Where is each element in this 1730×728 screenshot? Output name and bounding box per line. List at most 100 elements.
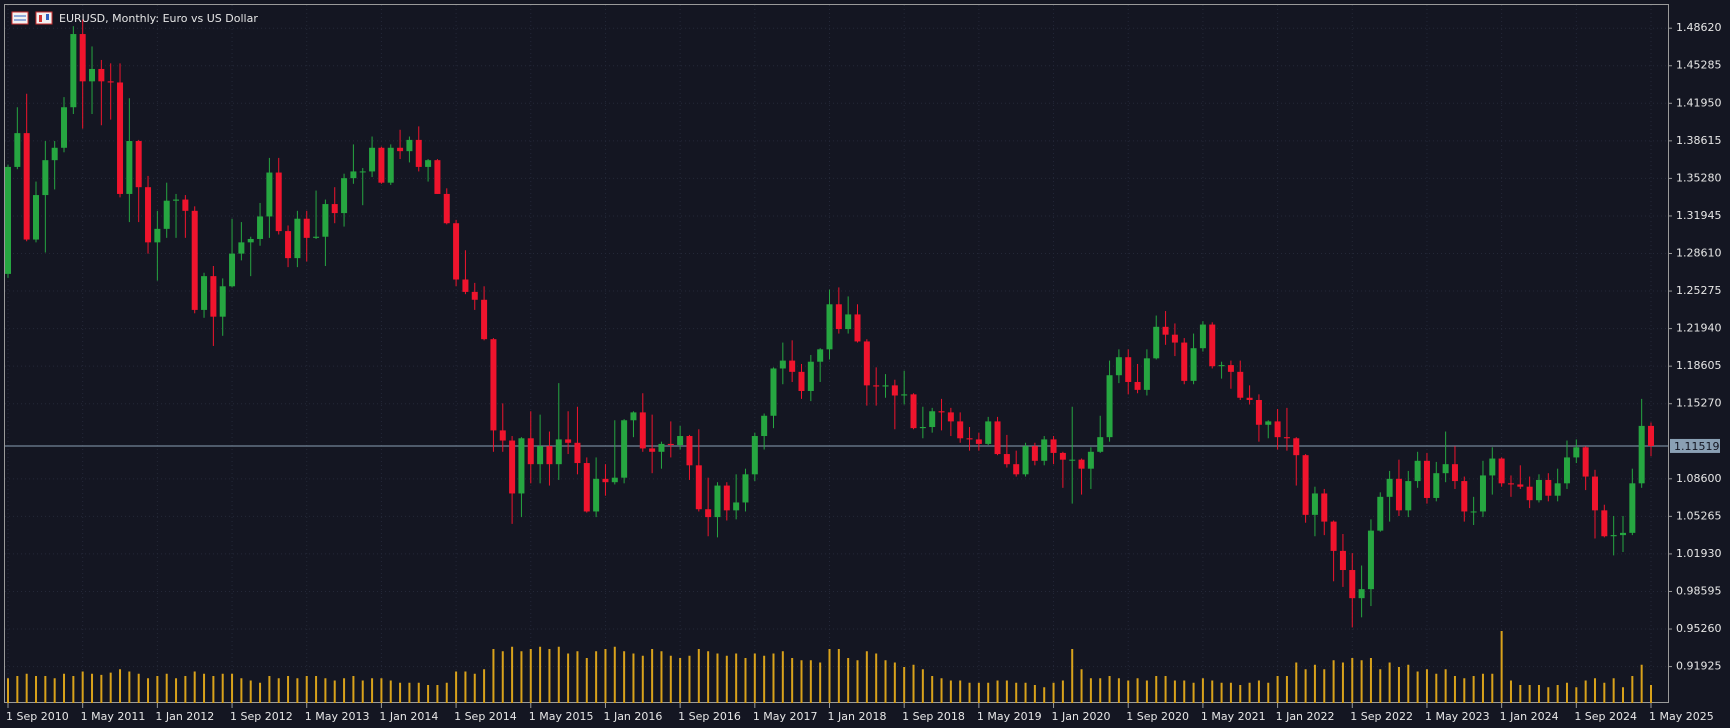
candle-body <box>527 438 534 465</box>
volume-bar <box>1164 676 1167 703</box>
candle-body <box>51 147 58 161</box>
volume-bar <box>53 678 56 703</box>
title-bar: EURUSD, Monthly: Euro vs US Dollar <box>11 11 258 25</box>
volume-bar <box>1248 682 1251 703</box>
y-tick-label: 1.45285 <box>1676 59 1722 72</box>
candle-body <box>621 420 628 478</box>
volume-bar <box>1033 685 1036 703</box>
candle-body <box>107 81 114 83</box>
candle-body <box>1069 459 1076 461</box>
x-tick-label: 1 Sep 2022 <box>1350 710 1413 723</box>
x-tick-label: 1 Sep 2016 <box>678 710 741 723</box>
volume-bar <box>1650 685 1652 703</box>
candle-body <box>1115 357 1122 376</box>
candle-body <box>434 160 441 194</box>
volume-bar <box>725 655 728 703</box>
volume-bar <box>557 646 560 703</box>
volume-bar <box>772 653 775 703</box>
y-tick-label: 1.38615 <box>1676 134 1722 147</box>
volume-bar <box>893 662 896 703</box>
candle-body <box>369 147 376 172</box>
candle-body <box>1218 365 1225 367</box>
volume-bar <box>567 653 570 703</box>
candle-body <box>975 439 982 444</box>
period-icon[interactable] <box>35 11 53 25</box>
candle-body <box>929 411 936 428</box>
candle-body <box>70 34 77 108</box>
volume-bar <box>987 682 990 703</box>
y-tick-label: 1.28610 <box>1676 247 1722 260</box>
x-tick-label: 1 Jan 2016 <box>603 710 662 723</box>
volume-bar <box>399 682 402 703</box>
y-tick-label: 1.35280 <box>1676 171 1722 184</box>
icon-bar <box>46 14 49 20</box>
candle-body <box>1125 357 1132 382</box>
candle-body <box>1106 375 1113 438</box>
volume-bar <box>1192 682 1195 703</box>
volume-bar <box>72 676 75 703</box>
x-tick-label: 1 Sep 2024 <box>1574 710 1637 723</box>
y-tick-label: 0.91925 <box>1676 660 1722 673</box>
y-tick-label: 0.98595 <box>1676 584 1722 597</box>
candle-body <box>854 314 861 342</box>
volume-bar <box>1593 678 1596 703</box>
candle-body <box>14 133 21 167</box>
candle-body <box>1321 493 1328 522</box>
volume-bar <box>44 676 47 703</box>
x-tick-label: 1 Jan 2024 <box>1500 710 1559 723</box>
volume-bar <box>744 658 747 703</box>
x-tick-label: 1 May 2023 <box>1425 710 1490 723</box>
candle-body <box>1582 447 1589 477</box>
candle-body <box>1619 532 1626 536</box>
volume-bar <box>119 669 122 703</box>
candle-body <box>1591 476 1598 511</box>
candle-body <box>1041 439 1048 461</box>
volume-bar <box>576 651 579 703</box>
candle-body <box>341 178 348 214</box>
volume-bar <box>903 667 906 703</box>
volume-bar <box>91 673 94 703</box>
candle-body <box>761 415 768 437</box>
candle-body <box>555 439 562 465</box>
volume-bar <box>184 676 187 703</box>
candle-body <box>257 216 264 239</box>
candle-body <box>425 160 432 167</box>
volume-bar <box>1304 669 1307 703</box>
candle-body <box>1274 421 1281 438</box>
volume-bar <box>1089 678 1092 703</box>
volume-bar <box>231 673 234 703</box>
volume-bar <box>1127 680 1130 703</box>
volume-bar <box>1313 664 1316 703</box>
volume-bar <box>501 651 504 703</box>
volume-bar <box>1612 678 1615 703</box>
x-tick-label: 1 Jan 2020 <box>1052 710 1111 723</box>
candle-body <box>5 166 11 274</box>
volume-bar <box>707 651 710 703</box>
volume-bar <box>1173 680 1176 703</box>
candle-body <box>658 443 665 452</box>
x-tick-label: 1 Jan 2014 <box>379 710 438 723</box>
y-tick-label: 1.01930 <box>1676 547 1722 560</box>
candle-body <box>583 463 590 512</box>
candle-body <box>593 478 600 512</box>
symbol-icon[interactable] <box>11 11 29 25</box>
candle-body <box>117 82 124 194</box>
candle-body <box>173 199 180 201</box>
candle-body <box>350 171 357 179</box>
x-tick-label: 1 Sep 2012 <box>230 710 293 723</box>
volume-bar <box>1071 649 1074 703</box>
volume-bar <box>128 671 131 703</box>
candle-body <box>919 427 926 429</box>
layers: 1.48620 1.45285 1.41950 1.38615 1.35280 1.319… <box>5 5 1722 723</box>
candle-body <box>1209 324 1216 367</box>
volume-bar <box>819 662 822 703</box>
candle-body <box>145 187 152 243</box>
plot-frame <box>4 4 1669 703</box>
candle-body <box>397 147 404 152</box>
candle-body <box>1050 439 1057 453</box>
candle-body <box>98 68 105 82</box>
volume-bar <box>1388 662 1391 703</box>
candle-body <box>79 34 86 82</box>
candle-body <box>826 304 833 350</box>
volume-bar <box>940 678 943 703</box>
